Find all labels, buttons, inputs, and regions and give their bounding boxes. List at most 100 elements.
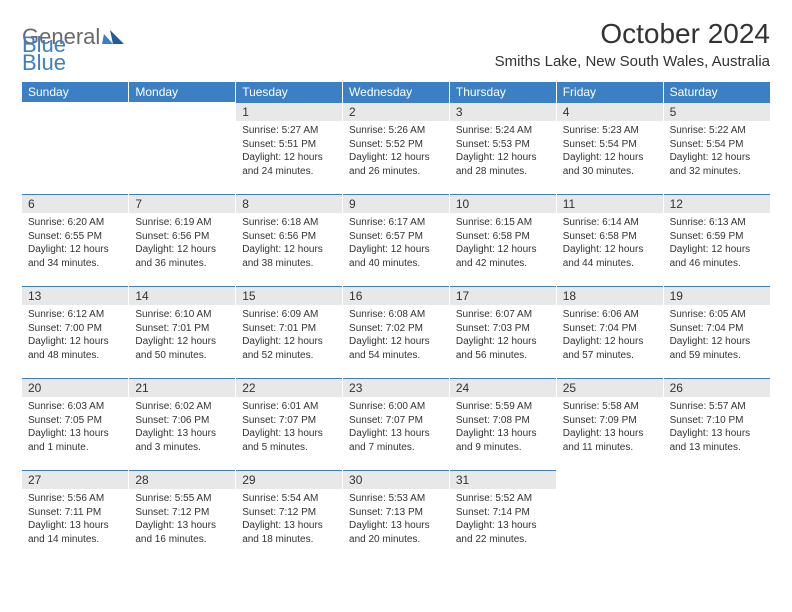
day-cell: 31Sunrise: 5:52 AMSunset: 7:14 PMDayligh…: [449, 470, 556, 562]
day-cell: 12Sunrise: 6:13 AMSunset: 6:59 PMDayligh…: [663, 194, 770, 286]
day-content: Sunrise: 6:09 AMSunset: 7:01 PMDaylight:…: [236, 305, 342, 368]
day-cell: 21Sunrise: 6:02 AMSunset: 7:06 PMDayligh…: [129, 378, 236, 470]
daylight: Daylight: 12 hours and 48 minutes.: [28, 335, 122, 362]
day-content: Sunrise: 6:15 AMSunset: 6:58 PMDaylight:…: [450, 213, 556, 276]
day-cell: 15Sunrise: 6:09 AMSunset: 7:01 PMDayligh…: [236, 286, 343, 378]
sunset: Sunset: 7:07 PM: [349, 414, 443, 428]
day-cell: 6Sunrise: 6:20 AMSunset: 6:55 PMDaylight…: [22, 194, 129, 286]
day-cell: 27Sunrise: 5:56 AMSunset: 7:11 PMDayligh…: [22, 470, 129, 562]
header-row: Sunday Monday Tuesday Wednesday Thursday…: [22, 82, 770, 102]
daylight: Daylight: 12 hours and 56 minutes.: [456, 335, 550, 362]
sunrise: Sunrise: 6:13 AM: [670, 216, 764, 230]
day-number: 24: [450, 378, 556, 397]
day-number: 16: [343, 286, 449, 305]
day-number: 13: [22, 286, 128, 305]
day-cell: [663, 470, 770, 562]
sunrise: Sunrise: 5:22 AM: [670, 124, 764, 138]
day-number: 26: [664, 378, 770, 397]
day-content: Sunrise: 5:58 AMSunset: 7:09 PMDaylight:…: [557, 397, 663, 460]
daylight: Daylight: 13 hours and 18 minutes.: [242, 519, 336, 546]
day-cell: 22Sunrise: 6:01 AMSunset: 7:07 PMDayligh…: [236, 378, 343, 470]
day-number: 29: [236, 470, 342, 489]
day-content: Sunrise: 6:05 AMSunset: 7:04 PMDaylight:…: [664, 305, 770, 368]
calendar-body: 1Sunrise: 5:27 AMSunset: 5:51 PMDaylight…: [22, 102, 770, 562]
sunset: Sunset: 5:54 PM: [670, 138, 764, 152]
sunset: Sunset: 7:00 PM: [28, 322, 122, 336]
sunrise: Sunrise: 6:12 AM: [28, 308, 122, 322]
day-content: Sunrise: 6:07 AMSunset: 7:03 PMDaylight:…: [450, 305, 556, 368]
day-number: 23: [343, 378, 449, 397]
day-cell: 18Sunrise: 6:06 AMSunset: 7:04 PMDayligh…: [556, 286, 663, 378]
day-number: 6: [22, 194, 128, 213]
sunset: Sunset: 7:04 PM: [670, 322, 764, 336]
sunset: Sunset: 7:13 PM: [349, 506, 443, 520]
daylight: Daylight: 12 hours and 46 minutes.: [670, 243, 764, 270]
logo-text-blue: Blue: [22, 32, 66, 58]
day-cell: 9Sunrise: 6:17 AMSunset: 6:57 PMDaylight…: [343, 194, 450, 286]
day-number: 12: [664, 194, 770, 213]
day-content: Sunrise: 6:03 AMSunset: 7:05 PMDaylight:…: [22, 397, 128, 460]
day-number: 25: [557, 378, 663, 397]
day-content: Sunrise: 5:59 AMSunset: 7:08 PMDaylight:…: [450, 397, 556, 460]
day-number: 28: [129, 470, 235, 489]
sunrise: Sunrise: 6:08 AM: [349, 308, 443, 322]
week-row: 1Sunrise: 5:27 AMSunset: 5:51 PMDaylight…: [22, 102, 770, 194]
sunrise: Sunrise: 5:54 AM: [242, 492, 336, 506]
sunset: Sunset: 7:03 PM: [456, 322, 550, 336]
day-number: 3: [450, 102, 556, 121]
daylight: Daylight: 12 hours and 26 minutes.: [349, 151, 443, 178]
day-cell: 14Sunrise: 6:10 AMSunset: 7:01 PMDayligh…: [129, 286, 236, 378]
daylight: Daylight: 13 hours and 11 minutes.: [563, 427, 657, 454]
day-number: 14: [129, 286, 235, 305]
sunrise: Sunrise: 5:59 AM: [456, 400, 550, 414]
daylight: Daylight: 12 hours and 57 minutes.: [563, 335, 657, 362]
sunrise: Sunrise: 6:17 AM: [349, 216, 443, 230]
title-block: October 2024 Smiths Lake, New South Wale…: [495, 18, 770, 70]
sunrise: Sunrise: 6:18 AM: [242, 216, 336, 230]
day-number: 18: [557, 286, 663, 305]
day-cell: 23 Sunrise: 6:00 AMSunset: 7:07 PMDayligh…: [343, 378, 450, 470]
sunrise: Sunrise: 6:10 AM: [135, 308, 229, 322]
day-content: Sunrise: 6:14 AMSunset: 6:58 PMDaylight:…: [557, 213, 663, 276]
location: Smiths Lake, New South Wales, Australia: [495, 53, 770, 70]
daylight: Daylight: 13 hours and 7 minutes.: [349, 427, 443, 454]
col-saturday: Saturday: [663, 82, 770, 102]
col-tuesday: Tuesday: [236, 82, 343, 102]
sunset: Sunset: 7:06 PM: [135, 414, 229, 428]
daylight: Daylight: 13 hours and 20 minutes.: [349, 519, 443, 546]
day-cell: 16Sunrise: 6:08 AMSunset: 7:02 PMDayligh…: [343, 286, 450, 378]
day-content: Sunrise: 5:55 AMSunset: 7:12 PMDaylight:…: [129, 489, 235, 552]
sunset: Sunset: 6:58 PM: [456, 230, 550, 244]
day-content: Sunrise: 5:57 AMSunset: 7:10 PMDaylight:…: [664, 397, 770, 460]
col-monday: Monday: [129, 82, 236, 102]
sunrise: Sunrise: 5:23 AM: [563, 124, 657, 138]
col-sunday: Sunday: [22, 82, 129, 102]
sunset: Sunset: 6:58 PM: [563, 230, 657, 244]
sunrise: Sunrise: 5:58 AM: [563, 400, 657, 414]
daylight: Daylight: 12 hours and 50 minutes.: [135, 335, 229, 362]
sunset: Sunset: 7:11 PM: [28, 506, 122, 520]
sunrise: Sunrise: 6:05 AM: [670, 308, 764, 322]
day-content: Sunrise: 6:08 AMSunset: 7:02 PMDaylight:…: [343, 305, 449, 368]
day-content: Sunrise: 6:01 AMSunset: 7:07 PMDaylight:…: [236, 397, 342, 460]
sunrise: Sunrise: 6:09 AM: [242, 308, 336, 322]
sunrise: Sunrise: 6:01 AM: [242, 400, 336, 414]
sunset: Sunset: 5:53 PM: [456, 138, 550, 152]
sunrise: Sunrise: 6:14 AM: [563, 216, 657, 230]
day-content: Sunrise: 5:26 AMSunset: 5:52 PMDaylight:…: [343, 121, 449, 184]
day-number: 11: [557, 194, 663, 213]
daylight: Daylight: 12 hours and 36 minutes.: [135, 243, 229, 270]
week-row: 6Sunrise: 6:20 AMSunset: 6:55 PMDaylight…: [22, 194, 770, 286]
week-row: 13Sunrise: 6:12 AMSunset: 7:00 PMDayligh…: [22, 286, 770, 378]
daylight: Daylight: 13 hours and 13 minutes.: [670, 427, 764, 454]
day-number: 15: [236, 286, 342, 305]
sunset: Sunset: 5:54 PM: [563, 138, 657, 152]
week-row: 27Sunrise: 5:56 AMSunset: 7:11 PMDayligh…: [22, 470, 770, 562]
sunrise: Sunrise: 6:03 AM: [28, 400, 122, 414]
daylight: Daylight: 12 hours and 32 minutes.: [670, 151, 764, 178]
sunrise: Sunrise: 6:00 AM: [349, 400, 443, 414]
day-number: 2: [343, 102, 449, 121]
logo-icon: [102, 24, 124, 50]
day-cell: 20Sunrise: 6:03 AMSunset: 7:05 PMDayligh…: [22, 378, 129, 470]
daylight: Daylight: 12 hours and 24 minutes.: [242, 151, 336, 178]
